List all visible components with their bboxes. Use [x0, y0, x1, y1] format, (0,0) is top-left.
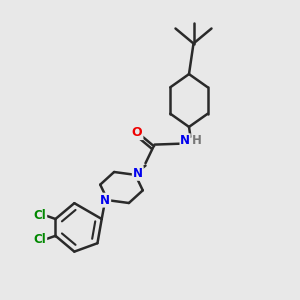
Text: N: N	[133, 167, 143, 180]
Text: Cl: Cl	[34, 233, 46, 246]
Text: N: N	[180, 134, 190, 147]
Text: O: O	[132, 126, 142, 139]
Text: H: H	[192, 134, 202, 147]
Text: Cl: Cl	[34, 209, 46, 222]
Text: N: N	[100, 194, 110, 207]
